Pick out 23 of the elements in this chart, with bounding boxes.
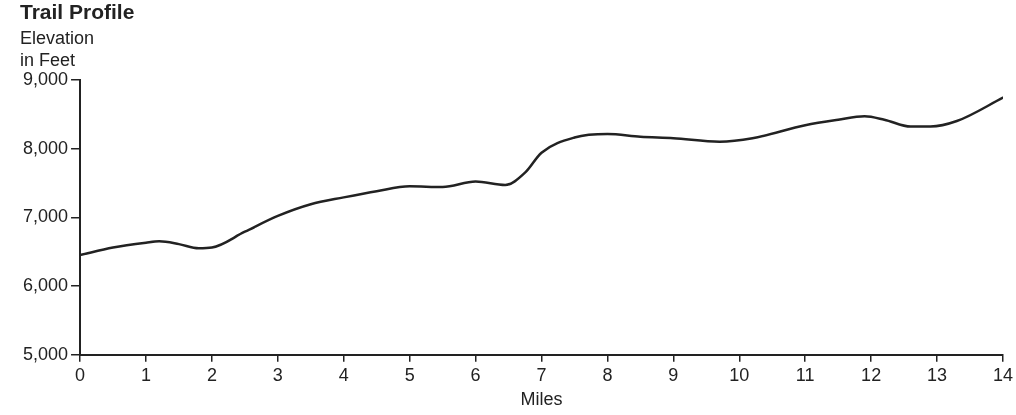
x-tick-label: 10 [729, 364, 750, 385]
x-tick-label: 2 [206, 364, 217, 385]
y-tick-label: 6,000 [23, 275, 69, 296]
x-tick-label: 0 [75, 364, 86, 385]
x-tick-label: 3 [272, 364, 283, 385]
x-axis-title: Miles [520, 389, 563, 410]
x-tick-label: 6 [470, 364, 481, 385]
y-axis-title: Elevation in Feet [20, 27, 96, 71]
y-tick-label: 7,000 [23, 206, 69, 227]
x-tick-label: 12 [861, 364, 882, 385]
x-tick-label: 9 [668, 364, 679, 385]
x-tick-label: 11 [795, 364, 815, 385]
x-tick-label: 13 [927, 364, 948, 385]
x-tick-label: 8 [602, 364, 613, 385]
y-tick-label: 5,000 [23, 343, 69, 364]
x-tick-label: 1 [140, 364, 151, 385]
chart-title: Trail Profile [20, 0, 135, 24]
x-tick-label: 7 [536, 364, 547, 385]
x-tick-label: 5 [404, 364, 415, 385]
y-tick-label: 8,000 [23, 137, 69, 158]
x-tick-label: 4 [338, 364, 349, 385]
x-tick-label: 14 [992, 364, 1013, 385]
y-tick-label: 9,000 [23, 68, 69, 89]
